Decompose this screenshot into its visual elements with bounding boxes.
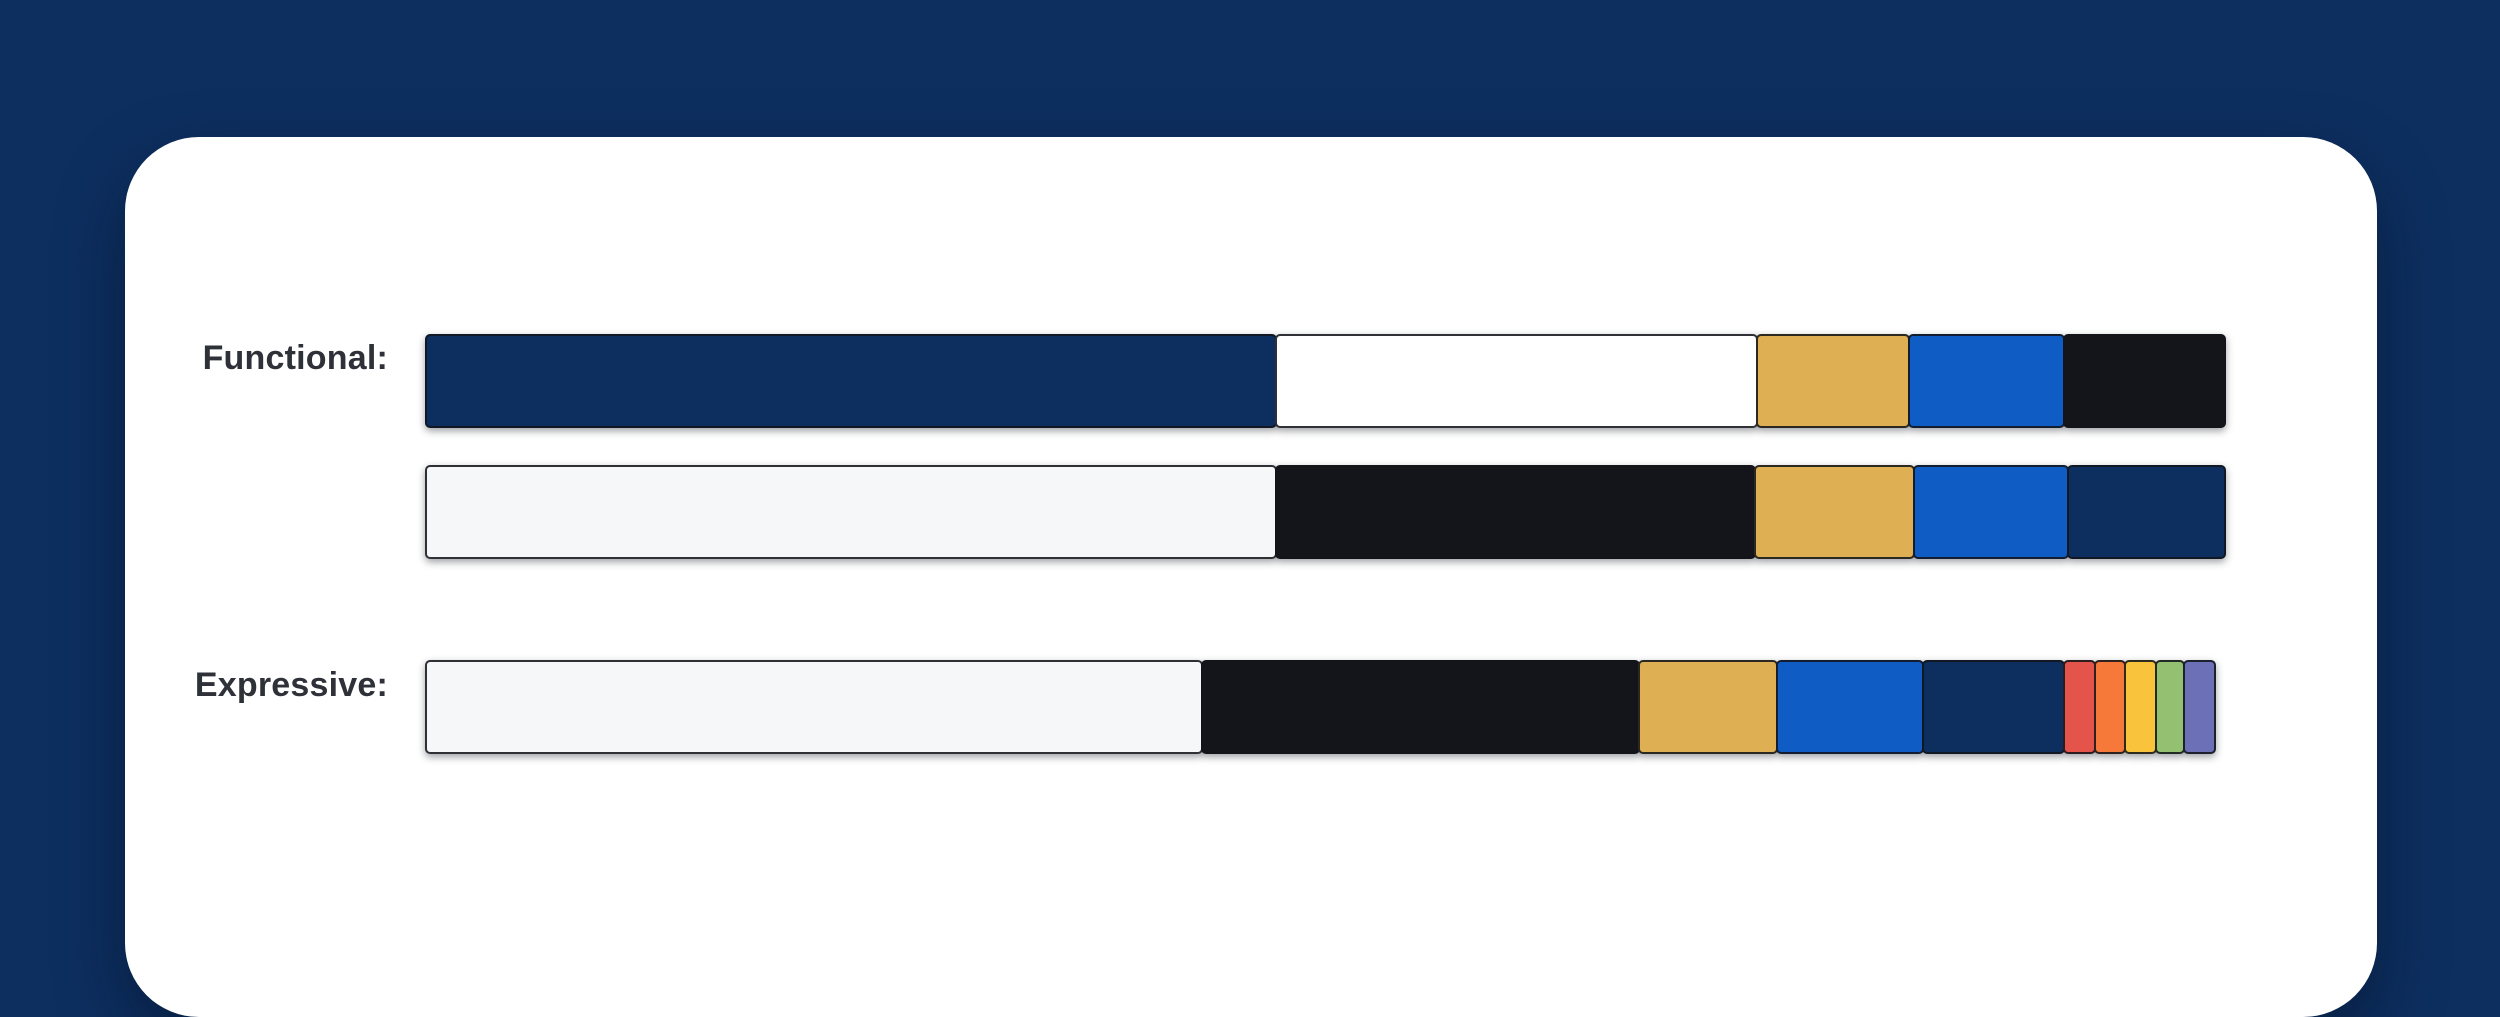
palette-segment-off-white: [425, 660, 1203, 754]
palette-segment-black: [1200, 660, 1641, 754]
functional-secondary-bar: [425, 465, 2234, 559]
palette-segment-gold: [1638, 660, 1778, 754]
palette-segment-navy: [2066, 465, 2226, 559]
palette-segment-off-white: [425, 465, 1278, 559]
palette-segment-navy: [1922, 660, 2065, 754]
palette-segment-gold: [1754, 465, 1916, 559]
page-background: { "page": { "background_color": "#0d2f60…: [125, 137, 2377, 1017]
palette-segment-yellow: [2124, 660, 2157, 754]
palette-segment-navy: [425, 334, 1278, 428]
palette-segment-gold: [1756, 334, 1910, 428]
palette-card: [125, 137, 2377, 1017]
palette-segment-purple: [2183, 660, 2216, 754]
palette-segment-black: [2063, 334, 2226, 428]
functional-label: Functional:: [202, 339, 388, 377]
palette-segment-blue: [1907, 334, 2066, 428]
palette-segment-blue: [1913, 465, 2069, 559]
functional-primary-bar: [425, 334, 2234, 428]
palette-segment-green: [2154, 660, 2186, 754]
expressive-label: Expressive:: [194, 666, 388, 704]
palette-segment-red: [2062, 660, 2096, 754]
palette-segment-white: [1275, 334, 1759, 428]
palette-segment-orange: [2093, 660, 2127, 754]
palette-segment-black: [1275, 465, 1757, 559]
palette-segment-blue: [1775, 660, 1925, 754]
expressive-bar: [425, 660, 2234, 754]
